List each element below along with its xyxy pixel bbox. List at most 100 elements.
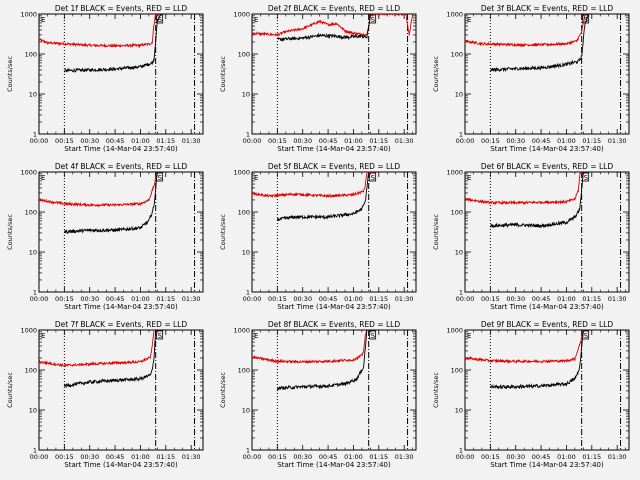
x-tick-label: 00:00: [30, 137, 49, 145]
marker-label-e: E: [467, 174, 471, 182]
series-events-black: [276, 14, 371, 43]
x-tick-label: 00:00: [30, 453, 49, 461]
y-axis-label: Counts/sec: [6, 372, 14, 408]
x-tick-label: 00:00: [243, 137, 262, 145]
marker-box-s: [369, 330, 377, 340]
x-tick-label: 00:45: [319, 137, 338, 145]
panel-title: Det 3f BLACK = Events, RED = LLD: [481, 4, 614, 13]
x-tick-label: 00:45: [106, 453, 125, 461]
y-tick-label: 1: [246, 289, 250, 297]
panel-det-1: Det 1f BLACK = Events, RED = LLD 1 10 100 10…: [6, 4, 204, 153]
y-tick-label: 1: [246, 131, 250, 139]
x-tick-label: 00:15: [55, 295, 74, 303]
y-tick-label: 1000: [446, 11, 463, 19]
y-tick-label: 1000: [233, 11, 250, 19]
series-events-black: [64, 173, 158, 235]
x-axis-label: Start Time (14-Mar-04 23:57:40): [490, 461, 604, 469]
y-tick-label: 100: [238, 51, 250, 59]
x-tick-label: 01:30: [608, 295, 627, 303]
x-tick-label: 00:30: [506, 137, 525, 145]
plot-frame: [464, 329, 630, 451]
x-tick-label: 01:30: [182, 295, 201, 303]
marker-label-s: S: [158, 174, 163, 182]
y-tick-label: 100: [238, 209, 250, 217]
x-tick-label: 00:00: [243, 453, 262, 461]
x-tick-label: 00:30: [293, 137, 312, 145]
y-axis-label: Counts/sec: [219, 372, 227, 408]
x-tick-label: 00:30: [80, 453, 99, 461]
y-tick-label: 1: [459, 289, 463, 297]
panel-title: Det 8f BLACK = Events, RED = LLD: [268, 320, 401, 329]
series-events-black: [276, 330, 368, 391]
plot-frame: [251, 329, 417, 451]
x-axis-label: Start Time (14-Mar-04 23:57:40): [277, 461, 391, 469]
x-tick-label: 01:15: [582, 453, 601, 461]
y-tick-label: 1000: [20, 11, 37, 19]
y-axis-label: Counts/sec: [432, 372, 440, 408]
x-tick-label: 01:30: [395, 453, 414, 461]
y-tick-label: 1000: [233, 327, 250, 335]
y-tick-label: 1: [459, 131, 463, 139]
plot-frame: [464, 171, 630, 293]
x-tick-label: 01:00: [557, 137, 576, 145]
x-tick-label: 01:00: [131, 295, 150, 303]
x-tick-label: 01:15: [369, 453, 388, 461]
y-axis-label: Counts/sec: [219, 56, 227, 92]
x-tick-label: 01:15: [582, 295, 601, 303]
marker-label-s: S: [158, 332, 163, 340]
x-tick-label: 00:00: [456, 295, 475, 303]
x-tick-label: 00:15: [268, 295, 287, 303]
x-tick-label: 00:15: [268, 137, 287, 145]
x-tick-label: 00:30: [506, 453, 525, 461]
plot-frame: [38, 171, 204, 293]
marker-label-e: E: [254, 16, 258, 24]
series-lld-red: [465, 330, 584, 365]
marker-label-e: E: [41, 332, 45, 340]
panel-det-2: Det 2f BLACK = Events, RED = LLD 1 10 100 10…: [219, 4, 417, 153]
x-tick-label: 00:00: [243, 295, 262, 303]
y-tick-label: 10: [242, 407, 250, 415]
x-tick-label: 00:00: [456, 453, 475, 461]
x-tick-label: 00:45: [106, 295, 125, 303]
x-tick-label: 01:15: [369, 137, 388, 145]
marker-label-e: E: [41, 16, 45, 24]
x-tick-label: 00:15: [481, 137, 500, 145]
marker-box-s: [156, 330, 164, 340]
y-tick-label: 100: [25, 51, 37, 59]
x-tick-label: 00:45: [532, 295, 551, 303]
y-tick-label: 10: [29, 407, 37, 415]
x-tick-label: 01:15: [156, 453, 175, 461]
y-tick-label: 1000: [20, 169, 37, 177]
y-tick-label: 100: [451, 367, 463, 375]
x-tick-label: 00:00: [456, 137, 475, 145]
x-tick-label: 01:30: [182, 453, 201, 461]
x-tick-label: 01:30: [395, 137, 414, 145]
y-tick-label: 10: [455, 249, 463, 257]
y-tick-label: 10: [242, 249, 250, 257]
plot-frame: [38, 329, 204, 451]
panel-det-6: Det 6f BLACK = Events, RED = LLD 1 10 100 10…: [432, 162, 630, 311]
x-tick-label: 01:00: [557, 453, 576, 461]
y-tick-label: 1000: [446, 169, 463, 177]
x-tick-label: 01:15: [582, 137, 601, 145]
panel-det-8: Det 8f BLACK = Events, RED = LLD 1 10 100 10…: [219, 320, 417, 469]
x-tick-label: 00:15: [481, 453, 500, 461]
y-tick-label: 1000: [233, 169, 250, 177]
panel-title: Det 4f BLACK = Events, RED = LLD: [55, 162, 188, 171]
marker-label-s: S: [371, 332, 376, 340]
x-tick-label: 00:45: [319, 295, 338, 303]
y-axis-label: Counts/sec: [6, 214, 14, 250]
x-tick-label: 00:15: [55, 453, 74, 461]
x-axis-label: Start Time (14-Mar-04 23:57:40): [64, 461, 178, 469]
marker-label-e: E: [254, 332, 258, 340]
x-tick-label: 01:30: [395, 295, 414, 303]
marker-label-s: S: [371, 16, 376, 24]
series-events-black: [63, 330, 157, 389]
y-tick-label: 1: [33, 289, 37, 297]
y-tick-label: 1: [33, 131, 37, 139]
y-axis-label: Counts/sec: [219, 214, 227, 250]
x-tick-label: 01:00: [344, 137, 363, 145]
x-tick-label: 00:15: [268, 453, 287, 461]
marker-label-e: E: [41, 174, 45, 182]
